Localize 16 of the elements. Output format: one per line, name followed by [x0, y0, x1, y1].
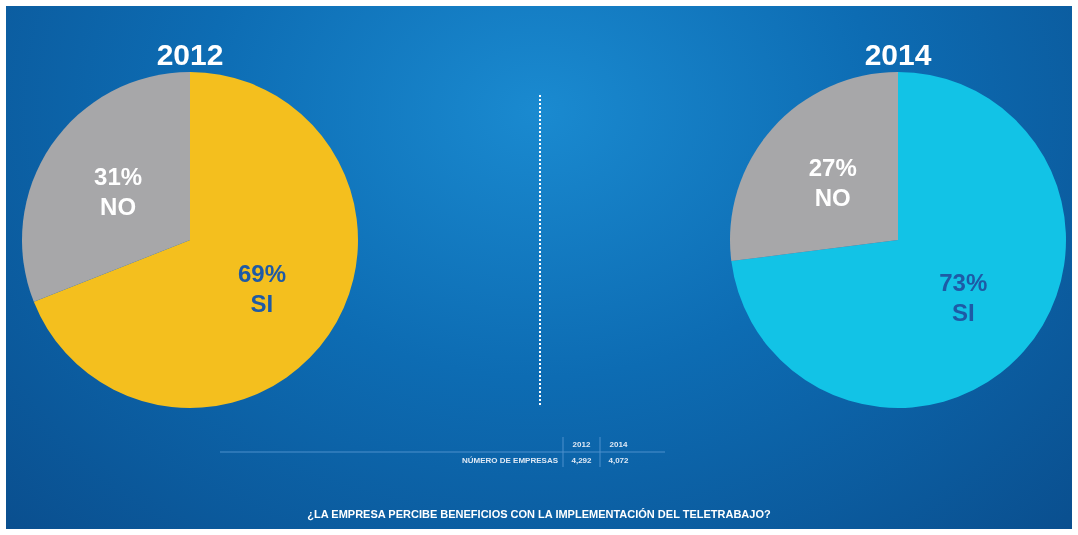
text: 4,292: [570, 456, 593, 465]
text: NÚMERO DE EMPRESAS: [461, 456, 558, 465]
slice-label: SI: [250, 290, 274, 318]
slice-label: NO: [814, 183, 851, 211]
data-label: 69%: [237, 260, 286, 288]
data-label: 27%: [808, 153, 857, 181]
data-label: 73%: [939, 269, 988, 297]
chart-title: 2012: [156, 37, 224, 71]
text: 2012: [571, 440, 592, 449]
slice-label: SI: [951, 299, 975, 327]
text: 2014: [608, 440, 629, 449]
chart-title: 2014: [864, 37, 932, 71]
slice-label: NO: [100, 192, 137, 220]
data-label: 31%: [94, 162, 143, 190]
text: 4,072: [607, 456, 630, 465]
text: ¿LA EMPRESA PERCIBE BENEFICIOS CON LA IMPLEMENTACIÓN DEL TELETRABAJO?: [306, 508, 772, 520]
